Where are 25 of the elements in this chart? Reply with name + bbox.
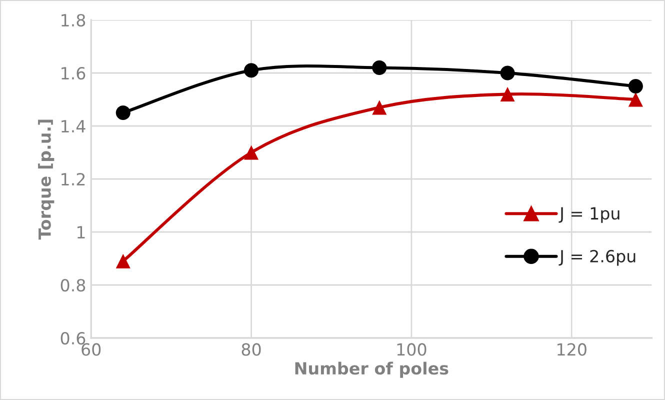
point — [500, 66, 515, 80]
point — [372, 100, 387, 115]
legend-label: J = 2.6pu — [558, 250, 636, 266]
x-tick-label: 60 — [82, 343, 101, 356]
x-tick-label: 120 — [558, 343, 586, 356]
x-tick-label: 80 — [242, 343, 261, 356]
point — [628, 78, 643, 94]
point — [244, 63, 259, 78]
y-tick-label: 1 — [77, 226, 85, 238]
x-tick-label: 100 — [397, 343, 426, 356]
y-tick-label: 1.8 — [62, 14, 86, 27]
x-axis-title: Number of poles — [295, 362, 448, 378]
y-tick-label: 0.6 — [60, 332, 86, 345]
y-tick-label: 0.8 — [60, 278, 86, 292]
y-tick-label: 1.6 — [62, 66, 86, 80]
point — [244, 145, 259, 160]
point — [628, 92, 643, 107]
legend-label: J = 1pu — [558, 207, 620, 223]
y-tick-label: 1.4 — [62, 120, 86, 132]
point — [116, 105, 130, 120]
y-axis-title: Torque [p.u.] — [38, 120, 54, 240]
y-tick-label: 1.2 — [62, 172, 85, 186]
point — [500, 86, 515, 102]
point — [116, 254, 130, 268]
point — [372, 60, 387, 75]
